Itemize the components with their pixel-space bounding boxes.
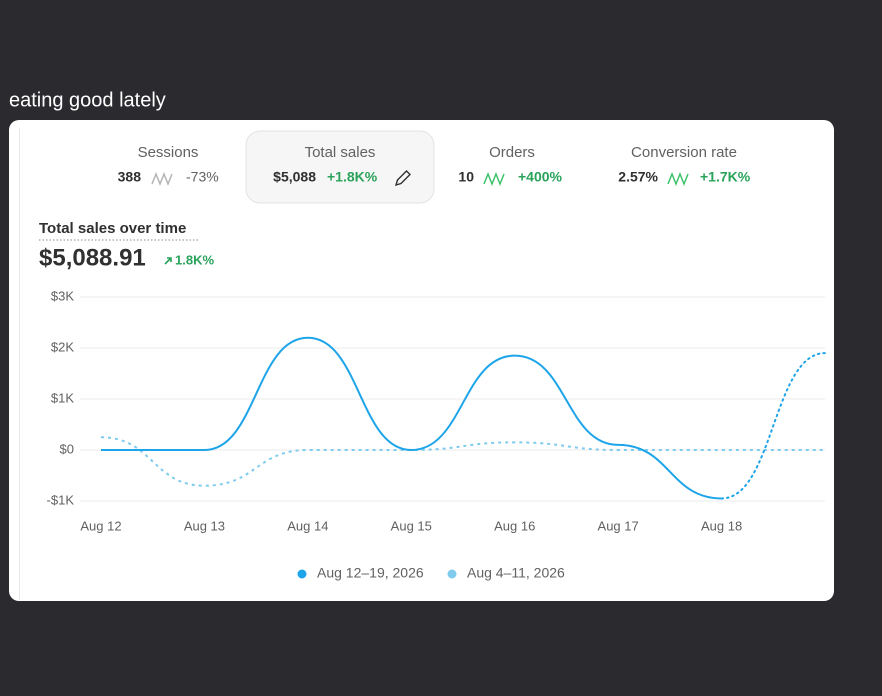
- metric-change: -73%: [186, 169, 219, 185]
- x-tick-label: Aug 13: [184, 518, 225, 533]
- metric-value: 10: [458, 169, 474, 185]
- total-change: 1.8K%: [175, 252, 214, 267]
- x-tick-label: Aug 18: [701, 518, 742, 533]
- y-tick-label: $2K: [51, 339, 74, 354]
- y-tick-label: -$1K: [47, 492, 75, 507]
- metric-value: 2.57%: [618, 169, 658, 185]
- up-arrow: [164, 257, 172, 265]
- line-incomplete: [720, 352, 826, 500]
- x-tick-label: Aug 16: [494, 518, 535, 533]
- metric-change: +1.7K%: [700, 169, 751, 185]
- metric-label: Orders: [489, 144, 535, 161]
- metric-change: +1.8K%: [327, 169, 378, 185]
- x-tick-label: Aug 15: [391, 518, 432, 533]
- metric-value: 388: [118, 169, 142, 185]
- y-tick-label: $0: [60, 441, 74, 456]
- x-tick-label: Aug 17: [598, 518, 639, 533]
- x-tick-label: Aug 14: [287, 518, 328, 533]
- line: [100, 436, 825, 487]
- legend-label: Aug 12–19, 2026: [317, 565, 424, 581]
- sparkline: [667, 171, 689, 187]
- legend-swatch: [447, 569, 457, 579]
- y-tick-label: $1K: [51, 390, 74, 405]
- sparkline: [483, 171, 505, 187]
- legend-swatch: [297, 569, 307, 579]
- metric-label: Sessions: [138, 144, 199, 161]
- total: $5,088.91: [39, 244, 146, 271]
- x-tick-label: Aug 12: [80, 518, 121, 533]
- selected-tab[interactable]: [245, 130, 435, 204]
- caption: eating good lately: [9, 89, 166, 111]
- metric-label: Conversion rate: [631, 144, 737, 161]
- edit-icon: [394, 170, 411, 187]
- legend-label: Aug 4–11, 2026: [467, 565, 565, 581]
- line: [100, 336, 722, 500]
- metric-change: +400%: [518, 169, 563, 185]
- sparkline: [151, 171, 173, 187]
- metric-value: $5,088: [273, 169, 316, 185]
- metric-label: Total sales: [305, 144, 376, 161]
- chart-title: Total sales over time: [39, 220, 186, 237]
- y-tick-label: $3K: [51, 288, 74, 303]
- card: [9, 120, 834, 601]
